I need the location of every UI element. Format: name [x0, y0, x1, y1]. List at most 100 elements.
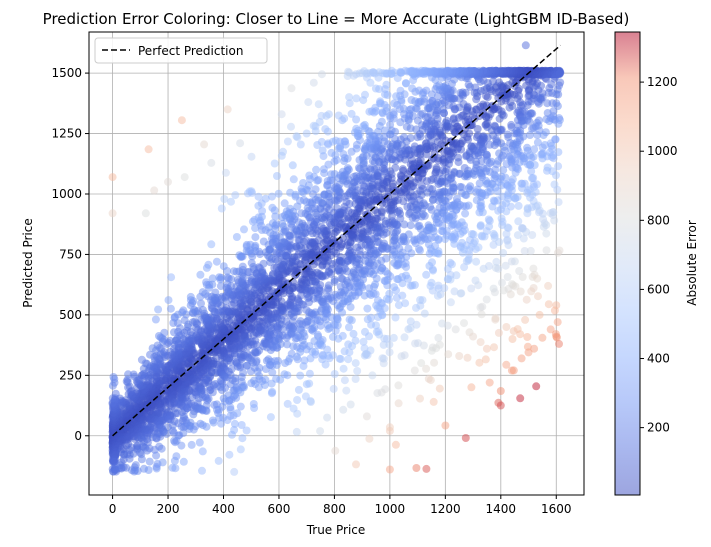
- chart-title: Prediction Error Coloring: Closer to Lin…: [43, 10, 630, 28]
- scatter-point: [401, 299, 410, 308]
- scatter-point: [382, 80, 391, 89]
- scatter-point: [171, 464, 180, 473]
- scatter-point: [462, 191, 471, 200]
- scatter-point: [240, 225, 248, 234]
- scatter-point: [521, 41, 530, 50]
- scatter-point: [474, 243, 483, 252]
- scatter-point: [526, 131, 534, 139]
- scatter-point: [326, 269, 335, 278]
- scatter-point: [232, 233, 241, 241]
- scatter-point: [367, 313, 375, 322]
- scatter-point: [552, 171, 560, 180]
- scatter-point: [269, 270, 277, 278]
- scatter-point: [170, 456, 179, 465]
- scatter-point: [473, 125, 482, 133]
- scatter-point: [282, 207, 291, 216]
- scatter-point: [280, 199, 289, 208]
- scatter-point: [214, 456, 223, 465]
- scatter-point: [344, 355, 353, 364]
- scatter-point: [330, 277, 339, 286]
- scatter-point: [402, 237, 411, 246]
- scatter-point: [267, 379, 276, 388]
- scatter-point: [158, 458, 167, 467]
- scatter-point: [233, 409, 242, 418]
- scatter-point: [179, 457, 188, 466]
- scatter-point: [352, 94, 361, 103]
- scatter-point: [461, 209, 470, 218]
- scatter-point: [299, 362, 308, 371]
- scatter-point: [422, 270, 431, 279]
- scatter-point: [502, 207, 511, 216]
- scatter-point: [407, 249, 416, 258]
- scatter-point: [138, 370, 147, 379]
- scatter-point: [267, 389, 276, 398]
- scatter-point: [523, 101, 532, 110]
- scatter-point: [484, 113, 493, 122]
- scatter-point: [202, 278, 211, 287]
- scatter-point: [143, 446, 152, 455]
- scatter-point: [231, 191, 240, 200]
- scatter-point: [311, 185, 320, 194]
- scatter-point: [409, 182, 418, 191]
- scatter-point: [529, 152, 538, 161]
- scatter-point: [421, 139, 430, 148]
- scatter-point: [198, 466, 206, 475]
- scatter-point: [238, 434, 247, 443]
- scatter-point: [456, 88, 465, 97]
- scatter-point: [366, 164, 374, 173]
- scatter-point: [338, 331, 347, 340]
- scatter-point: [392, 286, 400, 295]
- scatter-point: [554, 90, 563, 99]
- scatter-point: [554, 119, 563, 128]
- scatter-point: [383, 281, 392, 290]
- scatter-point: [361, 90, 369, 99]
- scatter-point: [403, 274, 412, 283]
- scatter-point: [226, 357, 235, 366]
- scatter-point: [454, 158, 463, 167]
- scatter-point: [345, 348, 354, 357]
- scatter-point: [289, 175, 298, 184]
- scatter-point: [250, 404, 259, 412]
- scatter-point: [251, 233, 260, 242]
- scatter-point: [365, 107, 374, 116]
- scatter-point: [313, 141, 322, 149]
- scatter-point: [346, 303, 355, 312]
- scatter-point: [266, 413, 275, 422]
- scatter-point: [338, 167, 347, 176]
- scatter-point: [434, 249, 443, 258]
- scatter-point: [111, 389, 120, 398]
- scatter-point: [294, 306, 303, 315]
- scatter-point: [382, 228, 391, 237]
- scatter-point: [272, 361, 281, 369]
- scatter-point: [144, 466, 153, 474]
- scatter-point: [508, 102, 517, 110]
- scatter-point: [167, 273, 176, 282]
- scatter-point: [296, 140, 305, 149]
- scatter-point: [420, 211, 429, 220]
- scatter-point: [391, 313, 400, 322]
- scatter-point: [196, 270, 205, 279]
- scatter-point: [212, 257, 221, 266]
- scatter-point: [137, 455, 146, 464]
- scatter-point: [398, 165, 407, 174]
- scatter-point: [296, 371, 305, 380]
- scatter-point: [254, 201, 263, 210]
- scatter-point: [152, 464, 161, 473]
- scatter-point: [253, 348, 262, 357]
- scatter-point: [189, 425, 198, 434]
- scatter-point: [305, 379, 314, 388]
- scatter-point: [490, 141, 499, 150]
- scatter-point: [334, 111, 343, 120]
- scatter-point: [495, 78, 504, 87]
- scatter-point: [305, 171, 314, 180]
- scatter-point: [539, 131, 548, 140]
- scatter-point: [261, 194, 270, 203]
- scatter-point: [363, 304, 372, 313]
- scatter-point: [180, 406, 189, 415]
- scatter-point: [311, 350, 320, 359]
- scatter-point: [347, 109, 356, 118]
- scatter-point: [347, 147, 356, 156]
- scatter-point: [542, 75, 551, 84]
- scatter-point: [332, 203, 341, 212]
- scatter-point: [410, 142, 419, 151]
